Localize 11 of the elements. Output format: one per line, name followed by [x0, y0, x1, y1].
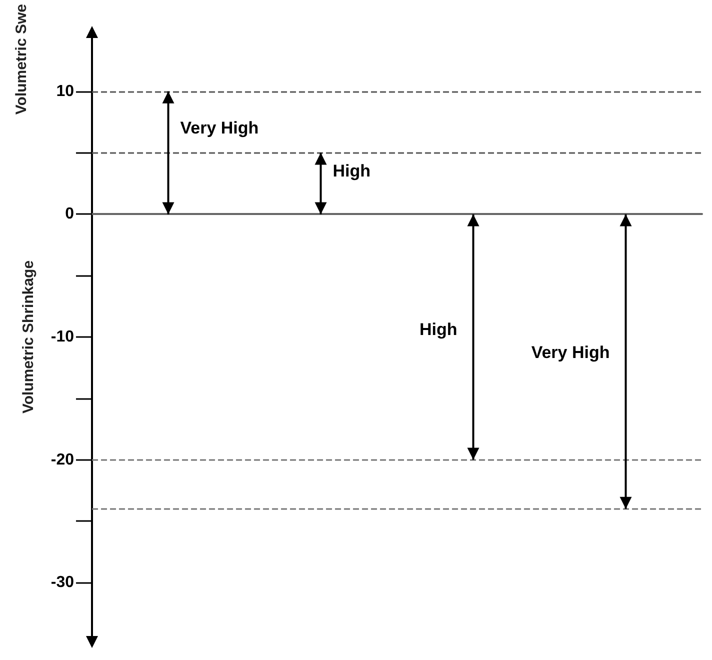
y-tick-label: -20: [50, 451, 74, 468]
y-axis-title: Volumetric Shrinkage: [20, 260, 37, 414]
y-tick-label: -30: [50, 574, 74, 592]
y-tick-label: 0: [65, 206, 74, 223]
y-tick-label: -10: [50, 328, 74, 346]
annotation: High: [332, 162, 371, 181]
text: Volumetric Swe: [13, 4, 30, 115]
annotation: Very High: [180, 118, 259, 138]
annotation: Very High: [531, 343, 610, 362]
annotation: High: [419, 320, 458, 340]
y-tick-label: 10: [56, 82, 74, 100]
